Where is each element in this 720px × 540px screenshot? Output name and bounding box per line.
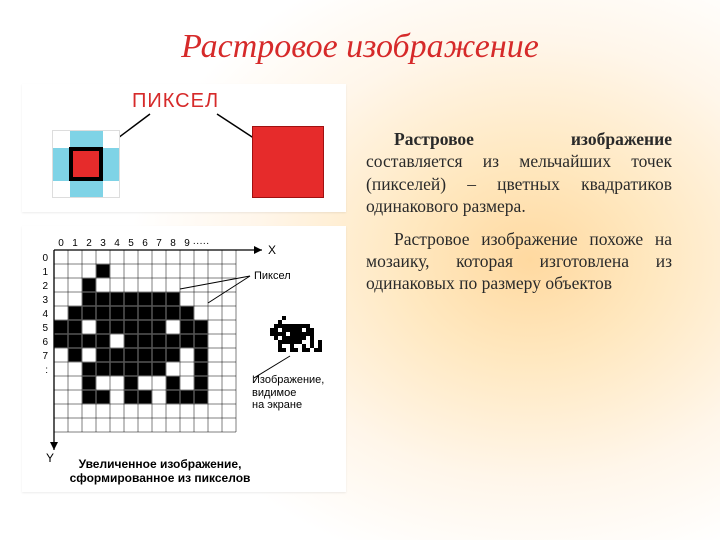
- svg-text:2: 2: [86, 238, 92, 249]
- svg-text:2: 2: [42, 281, 48, 292]
- fig2-screen-l2: видимое: [252, 387, 342, 400]
- right-column: Растровое изображение составляется из ме…: [360, 84, 700, 492]
- center-red-pixel: [69, 147, 103, 181]
- svg-text:0: 0: [42, 253, 48, 264]
- svg-text::: :: [45, 365, 48, 376]
- figure-raster-grid: XY0123456789·····01234567: Пиксел Изобра…: [22, 226, 346, 492]
- fig2-caption: Увеличенное изображение, сформированное …: [60, 458, 260, 486]
- p1-lead: Растровое изображение: [394, 129, 672, 149]
- p1-rest: составляется из мельчайших точек (пиксел…: [366, 151, 672, 216]
- svg-text:1: 1: [72, 238, 78, 249]
- figure-pixel-zoom: ПИКСЕЛ: [22, 84, 346, 212]
- svg-text:7: 7: [42, 351, 48, 362]
- raster-svg: XY0123456789·····01234567:: [22, 226, 346, 492]
- svg-text:0: 0: [58, 238, 64, 249]
- svg-text:·····: ·····: [193, 238, 210, 249]
- svg-text:Y: Y: [46, 451, 54, 465]
- svg-text:5: 5: [128, 238, 134, 249]
- fig2-screen-l3: на экране: [252, 399, 342, 412]
- page-title: Растровое изображение: [0, 0, 720, 84]
- fig2-pixel-label: Пиксел: [254, 270, 291, 282]
- fig2-screen-l1: Изображение,: [252, 374, 342, 387]
- svg-text:6: 6: [142, 238, 148, 249]
- svg-text:3: 3: [42, 295, 48, 306]
- svg-text:9: 9: [184, 238, 190, 249]
- svg-text:4: 4: [114, 238, 120, 249]
- svg-text:7: 7: [156, 238, 162, 249]
- fig2-screen-label: Изображение, видимое на экране: [252, 374, 342, 412]
- svg-text:8: 8: [170, 238, 176, 249]
- svg-text:6: 6: [42, 337, 48, 348]
- svg-text:5: 5: [42, 323, 48, 334]
- paragraph-2: Растровое изображение похоже на мозаику,…: [366, 228, 672, 295]
- big-red-pixel: [252, 126, 324, 198]
- svg-text:1: 1: [42, 267, 48, 278]
- content-row: ПИКСЕЛ XY0123456789·····01234567: Пиксел…: [0, 84, 720, 492]
- left-column: ПИКСЕЛ XY0123456789·····01234567: Пиксел…: [0, 84, 360, 492]
- fig2-caption-l1: Увеличенное изображение,: [60, 458, 260, 472]
- svg-text:3: 3: [100, 238, 106, 249]
- svg-text:4: 4: [42, 309, 48, 320]
- fig2-caption-l2: сформированное из пикселов: [60, 472, 260, 486]
- paragraph-1: Растровое изображение составляется из ме…: [366, 128, 672, 218]
- svg-text:X: X: [268, 243, 276, 257]
